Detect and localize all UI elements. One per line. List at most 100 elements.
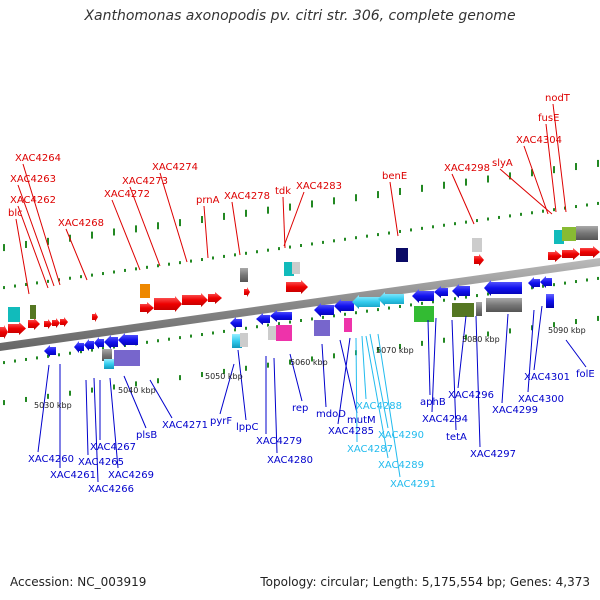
gene-label-fuse[interactable]: fusE [538, 113, 559, 124]
gene-feature[interactable] [546, 294, 554, 308]
gene-feature[interactable] [548, 250, 562, 262]
gene-label-xac4297[interactable]: XAC4297 [470, 449, 516, 460]
gene-label-xac4267[interactable]: XAC4267 [90, 442, 136, 453]
gene-feature[interactable] [102, 349, 112, 361]
gene-feature[interactable] [554, 230, 564, 244]
gene-feature[interactable] [284, 262, 294, 276]
gene-feature[interactable] [414, 306, 434, 322]
gene-label-xac4266[interactable]: XAC4266 [88, 484, 134, 495]
gene-label-xac4285[interactable]: XAC4285 [328, 426, 374, 437]
gene-feature[interactable] [240, 333, 248, 347]
gene-feature[interactable] [52, 318, 60, 328]
gene-feature[interactable] [484, 280, 522, 296]
gene-label-xac4287[interactable]: XAC4287 [347, 444, 393, 455]
gene-feature[interactable] [114, 350, 140, 366]
gene-feature[interactable] [182, 293, 208, 307]
gene-feature[interactable] [352, 295, 380, 309]
gene-label-xac4283[interactable]: XAC4283 [296, 181, 342, 192]
gene-feature[interactable] [486, 298, 522, 312]
gene-feature[interactable] [472, 238, 482, 252]
gene-label-xac4265[interactable]: XAC4265 [78, 457, 124, 468]
gene-feature[interactable] [268, 326, 278, 340]
gene-label-xac4264[interactable]: XAC4264 [15, 153, 61, 164]
gene-feature[interactable] [256, 313, 270, 325]
gene-feature[interactable] [92, 312, 98, 322]
gene-feature[interactable] [434, 286, 448, 298]
gene-label-teta[interactable]: tetA [446, 432, 467, 443]
gene-feature[interactable] [60, 317, 68, 327]
gene-label-nodt[interactable]: nodT [545, 93, 571, 104]
gene-feature[interactable] [474, 254, 484, 266]
gene-feature[interactable] [8, 322, 26, 335]
gene-feature[interactable] [378, 292, 404, 306]
gene-feature[interactable] [232, 334, 242, 348]
gene-feature[interactable] [104, 335, 118, 349]
gene-feature[interactable] [0, 325, 8, 339]
gene-feature[interactable] [562, 248, 580, 260]
gene-feature[interactable] [412, 289, 434, 303]
gene-feature[interactable] [230, 317, 242, 329]
gene-label-xac4304[interactable]: XAC4304 [516, 135, 562, 146]
gene-feature[interactable] [344, 318, 352, 332]
gene-label-xac4289[interactable]: XAC4289 [378, 460, 424, 471]
gene-feature[interactable] [244, 287, 250, 297]
gene-label-fole[interactable]: folE [576, 369, 595, 380]
gene-feature[interactable] [240, 268, 248, 282]
gene-feature[interactable] [314, 320, 330, 336]
gene-label-mutm[interactable]: mutM [347, 415, 376, 426]
gene-label-xac4294[interactable]: XAC4294 [422, 414, 468, 425]
gene-label-blc[interactable]: blc [8, 208, 23, 219]
gene-label-rep[interactable]: rep [292, 403, 308, 414]
gene-label-xac4300[interactable]: XAC4300 [518, 394, 564, 405]
gene-feature[interactable] [140, 302, 154, 314]
gene-feature[interactable] [334, 299, 354, 313]
gene-label-xac4299[interactable]: XAC4299 [492, 405, 538, 416]
gene-label-xac4271[interactable]: XAC4271 [162, 420, 208, 431]
gene-feature[interactable] [270, 310, 292, 322]
gene-feature[interactable] [562, 227, 576, 241]
gene-label-xac4260[interactable]: XAC4260 [28, 454, 74, 465]
gene-feature[interactable] [28, 318, 40, 330]
gene-label-xac4269[interactable]: XAC4269 [108, 470, 154, 481]
gene-label-xac4291[interactable]: XAC4291 [390, 479, 436, 490]
gene-label-slya[interactable]: slyA [492, 158, 513, 169]
gene-feature[interactable] [94, 337, 104, 349]
gene-label-xac4290[interactable]: XAC4290 [378, 430, 424, 441]
gene-feature[interactable] [104, 359, 114, 369]
gene-label-xac4272[interactable]: XAC4272 [104, 189, 150, 200]
gene-label-lppc[interactable]: lppC [236, 422, 258, 433]
gene-label-xac4262[interactable]: XAC4262 [10, 195, 56, 206]
gene-feature[interactable] [476, 302, 482, 316]
gene-label-xac4296[interactable]: XAC4296 [448, 390, 494, 401]
gene-feature[interactable] [540, 276, 552, 288]
gene-feature[interactable] [208, 292, 222, 304]
gene-feature[interactable] [452, 284, 470, 298]
gene-label-pyrf[interactable]: pyrF [210, 416, 232, 427]
gene-feature[interactable] [576, 226, 598, 240]
gene-label-xac4268[interactable]: XAC4268 [58, 218, 104, 229]
gene-feature[interactable] [44, 345, 56, 357]
gene-feature[interactable] [30, 305, 36, 319]
gene-feature[interactable] [140, 284, 150, 298]
gene-label-xac4274[interactable]: XAC4274 [152, 162, 198, 173]
gene-label-prna[interactable]: prnA [196, 195, 220, 206]
gene-feature[interactable] [8, 307, 20, 322]
gene-feature[interactable] [286, 280, 308, 294]
gene-label-xac4279[interactable]: XAC4279 [256, 436, 302, 447]
gene-label-xac4301[interactable]: XAC4301 [524, 372, 570, 383]
gene-feature[interactable] [44, 319, 52, 329]
gene-label-aphb[interactable]: aphB [420, 397, 446, 408]
gene-feature[interactable] [154, 296, 182, 312]
gene-label-xac4288[interactable]: XAC4288 [356, 401, 402, 412]
gene-label-xac4278[interactable]: XAC4278 [224, 191, 270, 202]
gene-label-bene[interactable]: benE [382, 171, 407, 182]
gene-feature[interactable] [580, 246, 600, 258]
gene-feature[interactable] [528, 277, 540, 289]
gene-label-plsb[interactable]: plsB [136, 430, 157, 441]
gene-feature[interactable] [74, 341, 84, 353]
gene-feature[interactable] [84, 339, 94, 351]
gene-label-xac4263[interactable]: XAC4263 [10, 174, 56, 185]
gene-label-mdod[interactable]: mdoD [316, 409, 346, 420]
gene-label-xac4298[interactable]: XAC4298 [444, 163, 490, 174]
gene-label-tdk[interactable]: tdk [275, 186, 291, 197]
